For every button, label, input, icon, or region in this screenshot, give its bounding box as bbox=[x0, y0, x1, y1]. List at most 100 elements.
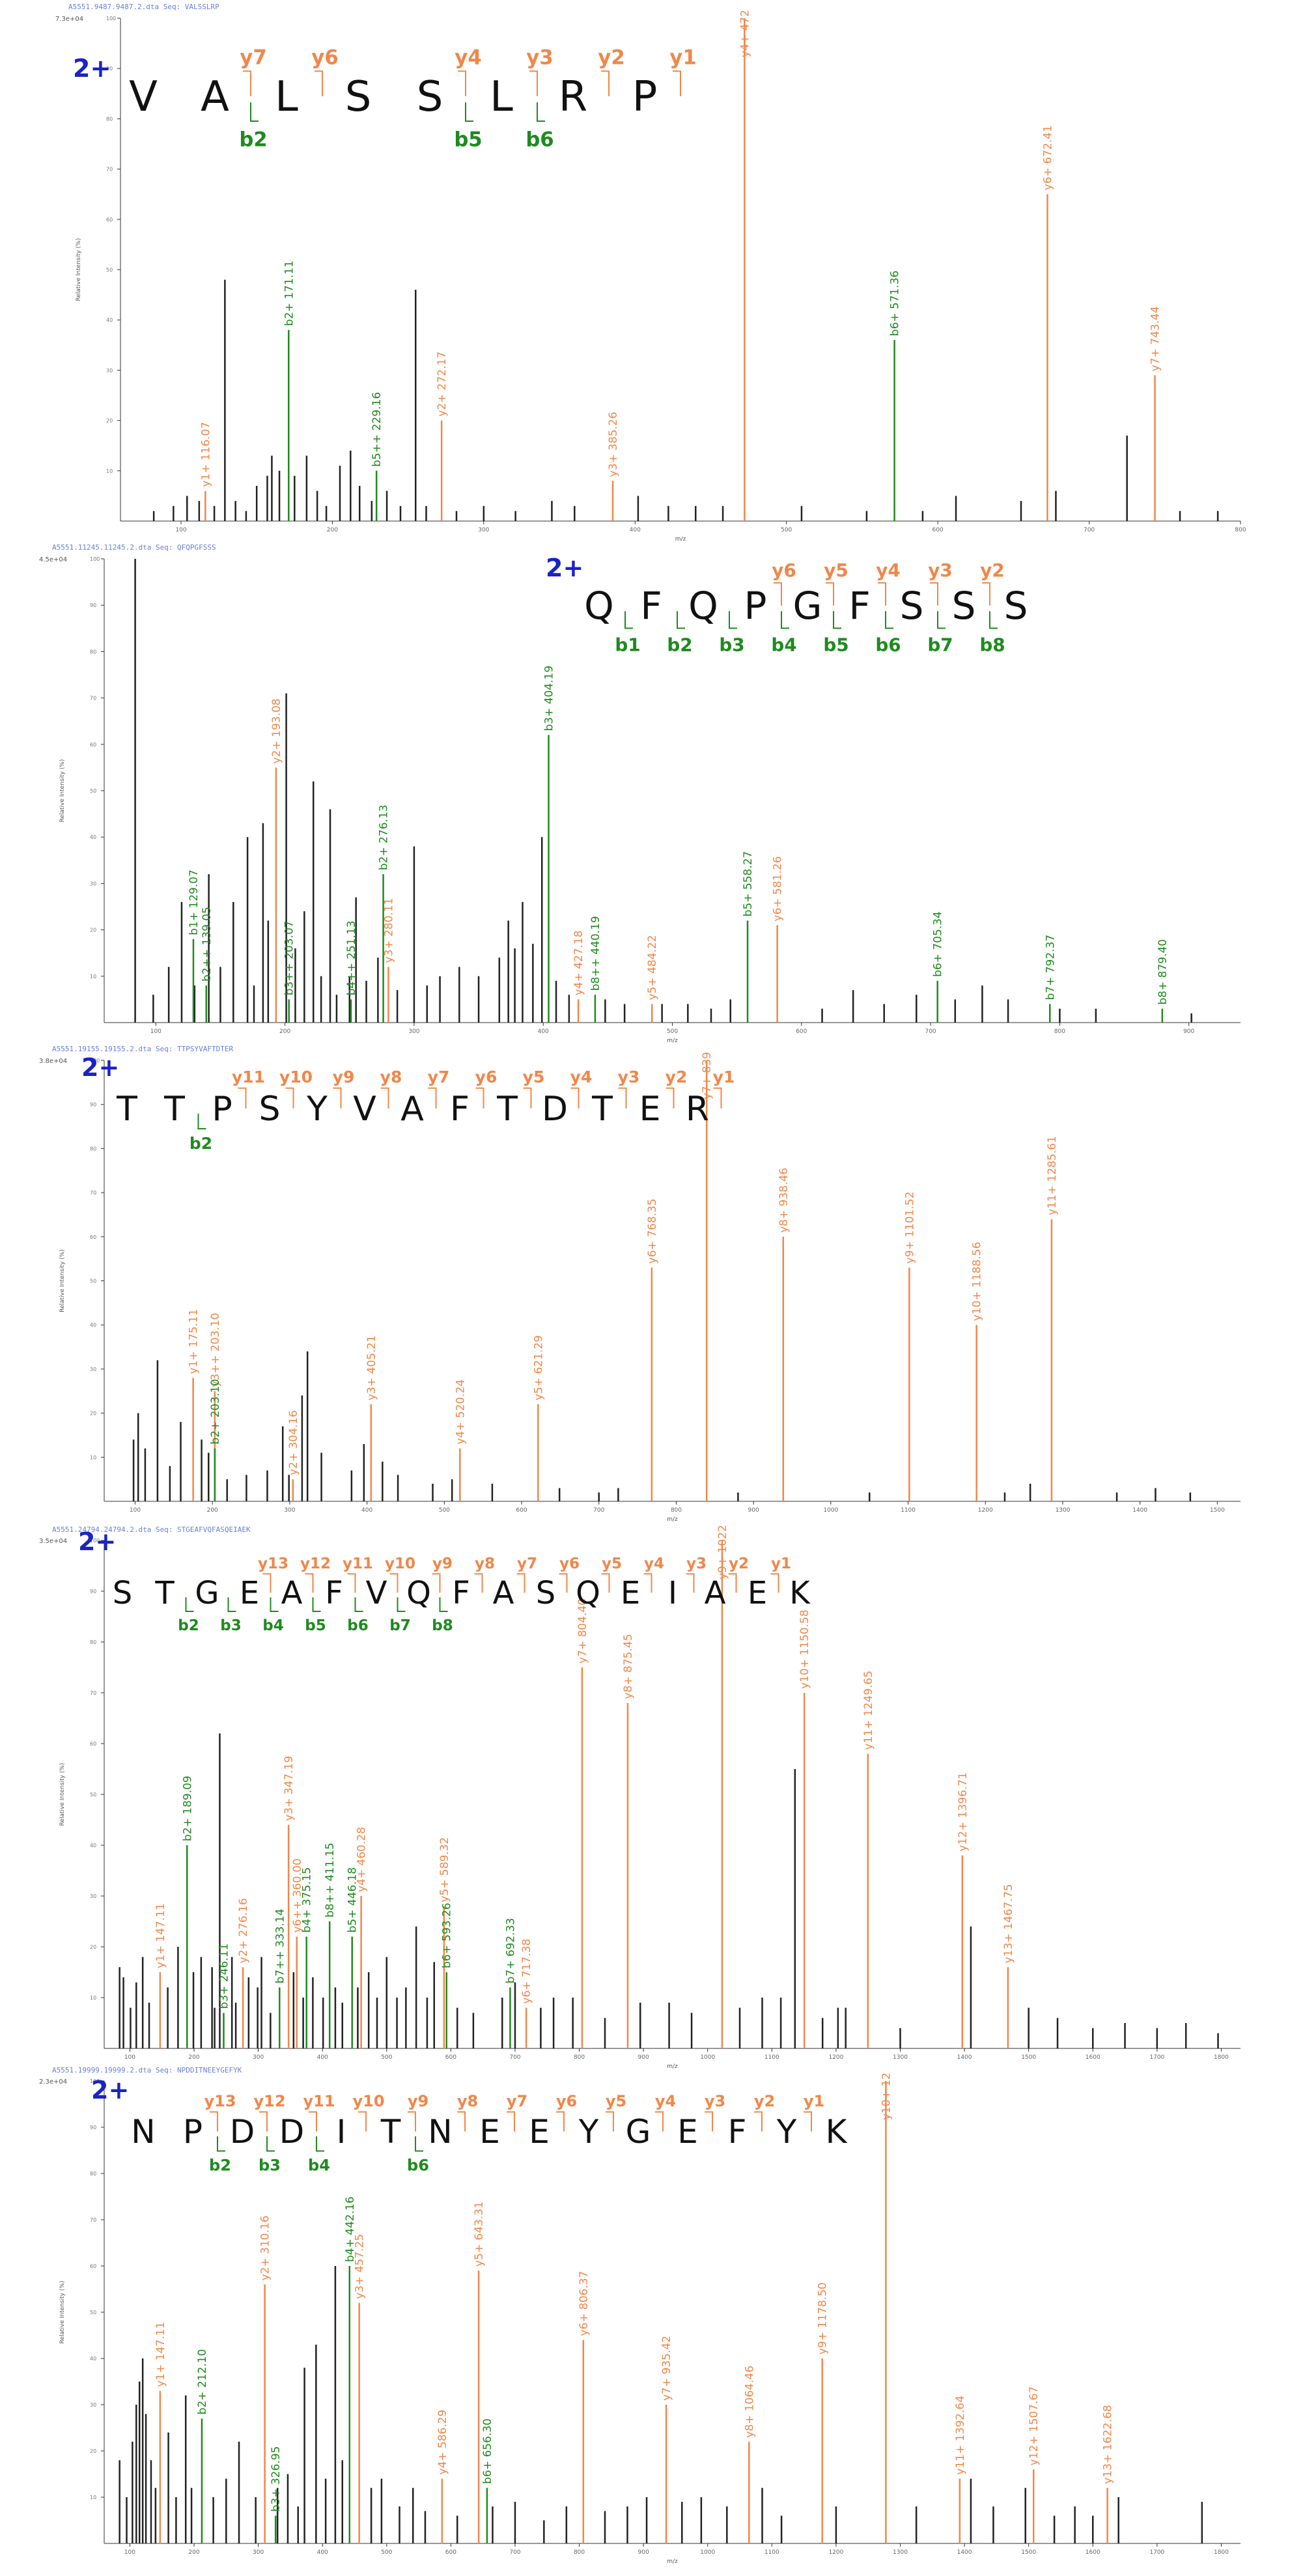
x-tick-label: 400 bbox=[317, 2549, 328, 2556]
y-tick-label: 20 bbox=[90, 1411, 96, 1417]
y-fragment-bracket bbox=[713, 1087, 722, 1109]
y-ion-label: y5+ 589.32 bbox=[438, 1837, 451, 1903]
b-fragment-label: b3 bbox=[259, 2157, 281, 2175]
b-fragment-bracket bbox=[217, 2136, 225, 2152]
y-fragment-bracket bbox=[309, 2111, 317, 2132]
x-tick-label: 1300 bbox=[893, 2054, 908, 2061]
y-fragment-bracket bbox=[770, 1573, 779, 1593]
y-fragment-bracket bbox=[728, 1573, 737, 1593]
y-ion-label: y11+ 1392.64 bbox=[954, 2396, 967, 2475]
b-fragment-label: b1 bbox=[615, 634, 640, 655]
b-ion-label: b5+ 558.27 bbox=[742, 851, 755, 917]
x-tick-label: 1700 bbox=[1149, 2054, 1164, 2061]
y-fragment-bracket bbox=[826, 582, 834, 606]
sequence-residue: R bbox=[686, 1090, 709, 1129]
y-ion-label: y7+ 804.40 bbox=[576, 1598, 589, 1663]
y-ion-label: y10+ 12 bbox=[880, 2073, 893, 2120]
y-ion-label: y6+ 768.35 bbox=[646, 1198, 659, 1264]
x-tick-label: 1400 bbox=[957, 2054, 972, 2061]
y-fragment-label: y4 bbox=[655, 2092, 676, 2110]
y-max-label: 3.5e+04 bbox=[39, 1538, 67, 1545]
y-fragment-label: y6 bbox=[772, 559, 796, 581]
y-fragment-bracket bbox=[804, 2111, 812, 2132]
spectrum-header: A5551.11245.11245.2.dta Seq: QFQPGFSSS bbox=[52, 543, 216, 552]
b-fragment-bracket bbox=[729, 611, 737, 629]
y-fragment-bracket bbox=[570, 1087, 580, 1109]
y-tick-label: 60 bbox=[90, 1741, 96, 1747]
charge-state: 2+ bbox=[73, 54, 111, 83]
b-ion-label: b4+ 442.16 bbox=[344, 2196, 357, 2262]
y-ion-label: y3+ 385.26 bbox=[607, 412, 620, 477]
x-tick-label: 900 bbox=[748, 1507, 759, 1514]
y-tick-label: 10 bbox=[90, 1995, 96, 2001]
y-fragment-label: y6 bbox=[559, 1555, 580, 1572]
x-tick-label: 1600 bbox=[1086, 2054, 1101, 2061]
y-max-label: 2.3e+04 bbox=[39, 2078, 67, 2086]
sequence-residue: V bbox=[353, 1090, 376, 1129]
x-tick-label: 900 bbox=[638, 2549, 649, 2556]
y-ion-label: y3+ 347.19 bbox=[283, 1756, 296, 1821]
x-tick-label: 800 bbox=[671, 1507, 682, 1514]
y-fragment-bracket bbox=[516, 1573, 526, 1593]
y-fragment-label: y1 bbox=[713, 1068, 735, 1086]
y-ion-label: y13+ 1467.75 bbox=[1002, 1884, 1015, 1964]
y-ion-label: y9+ 1022 bbox=[716, 1525, 729, 1579]
b-ion-label: b2+ 212.10 bbox=[196, 2349, 209, 2415]
y-fragment-bracket bbox=[982, 582, 990, 606]
b-ion-label: b6+ 656.30 bbox=[481, 2418, 494, 2484]
y-tick-label: 10 bbox=[90, 2495, 96, 2500]
sequence-residue: T bbox=[496, 1090, 518, 1129]
sequence-residue: Q bbox=[406, 1575, 431, 1611]
y-fragment-label: y9 bbox=[333, 1068, 355, 1086]
b-fragment-label: b5 bbox=[305, 1617, 326, 1634]
y-fragment-label: y10 bbox=[385, 1555, 415, 1572]
sequence-residue: I bbox=[337, 2113, 346, 2151]
x-tick-label: 1400 bbox=[1132, 1507, 1147, 1514]
x-tick-label: 1300 bbox=[1056, 1507, 1071, 1514]
x-tick-label: 300 bbox=[478, 527, 489, 533]
sequence-residue: E bbox=[621, 1575, 640, 1611]
sequence-residue: T bbox=[380, 2113, 401, 2151]
spectrum-header: A5551.24794.24794.2.dta Seq: STGEAFVQFAS… bbox=[52, 1525, 251, 1534]
y-fragment-label: y13 bbox=[204, 2092, 236, 2110]
x-tick-label: 800 bbox=[1054, 1028, 1065, 1035]
x-tick-label: 500 bbox=[381, 2549, 392, 2556]
sequence-residue: A bbox=[201, 73, 229, 121]
b-fragment-label: b4 bbox=[262, 1617, 284, 1634]
spectrum-panel-5: A5551.19999.19999.2.dta Seq: NPDDITNEEYG… bbox=[39, 2066, 1241, 2565]
y-fragment-label: y7 bbox=[428, 1068, 450, 1086]
y-ion-label: y7+ 743.44 bbox=[1149, 306, 1162, 371]
x-tick-label: 200 bbox=[207, 1507, 218, 1514]
x-tick-label: 1000 bbox=[700, 2054, 715, 2061]
y-ion-label: y2+ 272.17 bbox=[436, 352, 449, 417]
sequence-residue: L bbox=[490, 73, 513, 121]
b-fragment-label: b3 bbox=[719, 634, 744, 655]
sequence-residue: A bbox=[493, 1575, 514, 1611]
y-tick-label: 20 bbox=[90, 1944, 96, 1950]
spectrum-header: A5551.9487.9487.2.dta Seq: VALSSLRP bbox=[68, 3, 219, 11]
x-tick-label: 1100 bbox=[764, 2054, 779, 2061]
x-axis-label: m/z bbox=[675, 536, 686, 543]
y-ion-label: y2+ 193.08 bbox=[270, 698, 283, 763]
y-ion-label: y5+ 643.31 bbox=[473, 2201, 486, 2267]
b-fragment-bracket bbox=[989, 611, 998, 629]
y-fragment-bracket bbox=[408, 2111, 416, 2132]
y-tick-label: 40 bbox=[90, 834, 96, 840]
y-fragment-label: y6 bbox=[475, 1068, 498, 1086]
sequence-residue: T bbox=[163, 1090, 185, 1129]
y-ion-label: y12+ 1396.71 bbox=[957, 1772, 970, 1852]
b-fragment-label: b6 bbox=[526, 128, 554, 151]
sequence-residue: P bbox=[212, 1090, 232, 1129]
b-ion-label: b5++ 229.16 bbox=[371, 392, 384, 467]
y-tick-label: 70 bbox=[90, 2217, 96, 2223]
y-fragment-label: y7 bbox=[507, 2092, 527, 2110]
b-fragment-bracket bbox=[397, 1597, 406, 1612]
sequence-residue: Q bbox=[576, 1575, 600, 1611]
y-fragment-label: y4 bbox=[876, 559, 901, 581]
x-axis-label: m/z bbox=[667, 2558, 678, 2565]
y-fragment-bracket bbox=[601, 70, 610, 96]
y-ion-label: y10+ 1188.56 bbox=[971, 1242, 984, 1322]
y-ion-label: y8+ 938.46 bbox=[778, 1168, 791, 1233]
y-fragment-bracket bbox=[458, 70, 466, 96]
x-tick-label: 100 bbox=[130, 1507, 141, 1514]
